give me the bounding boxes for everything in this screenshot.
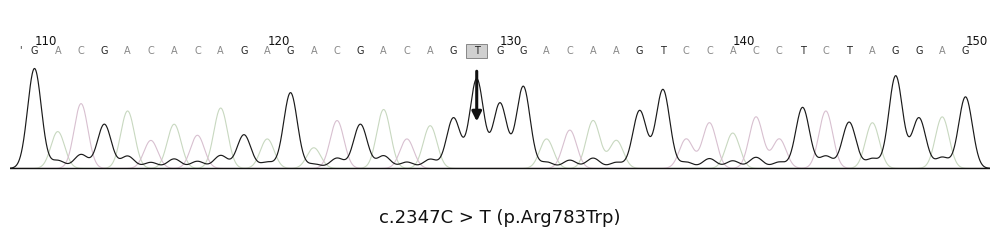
Text: T: T [800,46,806,56]
Text: C: C [566,46,573,56]
Text: 130: 130 [500,35,522,48]
Text: A: A [543,46,550,56]
Text: C: C [706,46,713,56]
Text: A: A [869,46,876,56]
Text: C: C [148,46,154,56]
Text: G: G [240,46,248,56]
Text: A: A [217,46,224,56]
Text: T: T [660,46,666,56]
Text: A: A [427,46,433,56]
Text: C: C [776,46,783,56]
Text: G: G [915,46,923,56]
Text: C: C [822,46,829,56]
Text: C: C [334,46,340,56]
Text: C: C [753,46,759,56]
Text: G: G [892,46,899,56]
Text: T: T [474,46,480,56]
Text: C: C [194,46,201,56]
Text: A: A [729,46,736,56]
Text: A: A [939,46,946,56]
Text: C: C [404,46,410,56]
Text: G: G [450,46,457,56]
Text: 110: 110 [34,35,57,48]
Text: G: G [496,46,504,56]
Text: c.2347C > T (p.Arg783Trp): c.2347C > T (p.Arg783Trp) [379,209,621,227]
Text: G: G [101,46,108,56]
Text: A: A [380,46,387,56]
Text: 120: 120 [267,35,290,48]
Text: G: G [357,46,364,56]
Text: ': ' [19,46,22,56]
Text: G: G [962,46,969,56]
Text: G: G [287,46,294,56]
Text: 150: 150 [966,35,988,48]
Text: C: C [78,46,84,56]
Text: A: A [613,46,620,56]
Text: A: A [54,46,61,56]
Text: A: A [171,46,177,56]
Text: A: A [310,46,317,56]
Text: C: C [683,46,690,56]
Text: G: G [520,46,527,56]
Text: G: G [636,46,643,56]
Text: G: G [31,46,38,56]
Bar [466,44,487,58]
Text: A: A [264,46,271,56]
Text: 140: 140 [733,35,755,48]
Text: T: T [846,46,852,56]
Text: A: A [590,46,596,56]
Text: A: A [124,46,131,56]
